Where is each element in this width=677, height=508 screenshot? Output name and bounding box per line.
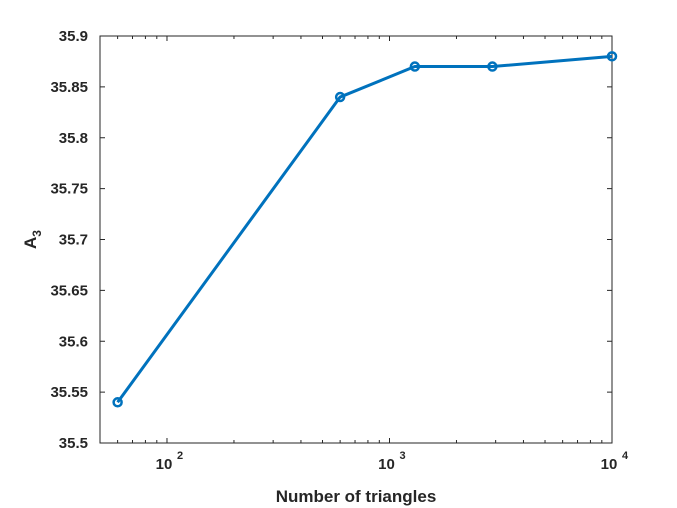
minor-ticks (99, 36, 603, 443)
major-ticks (100, 35, 613, 444)
series (112, 51, 618, 408)
data-point (487, 61, 498, 72)
data-point (334, 91, 346, 103)
y-tick-label: 35.55 (50, 384, 88, 401)
y-tick-label: 35.8 (59, 130, 88, 147)
y-tick-label: 35.6 (59, 333, 88, 350)
x-tick-label: 10 (378, 456, 395, 473)
x-tick-label-exponent: 3 (399, 450, 405, 462)
series-line (116, 54, 613, 404)
y-tick-label: 35.7 (59, 232, 88, 249)
data-point (409, 61, 421, 72)
y-tick-label: 35.5 (59, 435, 88, 452)
y-axis-label-main: A (21, 237, 40, 249)
y-axis-label-subscript: 3 (30, 230, 44, 237)
y-tick-labels: 35.5 35.55 35.6 35.65 35.7 35.75 35.8 35.85 35.9 (50, 28, 88, 452)
y-tick-label: 35.75 (50, 181, 88, 198)
x-tick-label: 10 (156, 456, 173, 473)
data-point (606, 51, 618, 62)
plot-area (99, 35, 613, 444)
y-tick-label: 35.9 (59, 28, 88, 45)
y-tick-label: 35.85 (50, 79, 88, 96)
y-tick-label: 35.65 (50, 282, 88, 299)
x-axis-label: Number of triangles (276, 487, 437, 506)
y-axis-label: A3 (21, 230, 44, 249)
x-tick-label-exponent: 4 (622, 450, 629, 462)
x-tick-label-exponent: 2 (177, 450, 183, 462)
x-tick-labels: 10 2 10 3 10 4 (156, 450, 629, 473)
data-point (112, 397, 123, 408)
x-tick-label: 10 (601, 456, 618, 473)
